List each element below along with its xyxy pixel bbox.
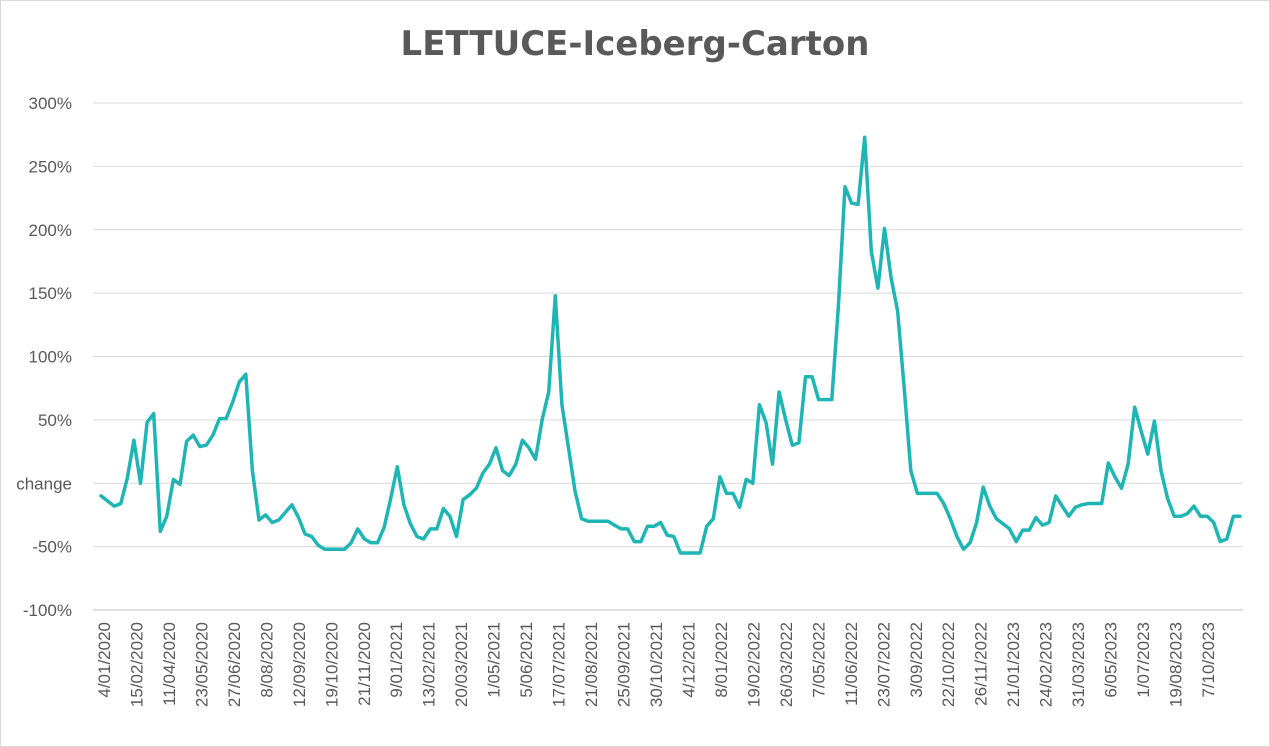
x-tick-label: 1/05/2021 (485, 622, 504, 698)
x-tick-label: 30/10/2021 (647, 622, 666, 707)
y-tick-label: 100% (29, 348, 72, 367)
x-tick-label: 4/12/2021 (679, 622, 698, 698)
x-tick-label: 31/03/2023 (1069, 622, 1088, 707)
x-tick-label: 8/01/2022 (712, 622, 731, 698)
chart-title: LETTUCE-Iceberg-Carton (400, 24, 870, 64)
x-tick-label: 17/07/2021 (550, 622, 569, 707)
x-tick-label: 11/06/2022 (842, 622, 861, 706)
y-tick-label: 300% (29, 94, 72, 113)
x-tick-label: 20/03/2021 (452, 622, 471, 707)
y-tick-label: -50% (32, 538, 72, 557)
x-tick-label: 21/08/2021 (582, 622, 601, 707)
x-axis-ticks: 4/01/2020 15/02/2020 11/04/2020 23/05/2020 2… (95, 622, 1218, 707)
x-tick-label: 12/09/2020 (290, 622, 309, 707)
x-tick-label: 26/03/2022 (777, 622, 796, 707)
x-tick-label: 21/01/2023 (1004, 622, 1023, 707)
y-tick-label: 50% (38, 411, 72, 430)
x-tick-label: 5/06/2021 (517, 622, 536, 698)
x-tick-label: 1/07/2023 (1134, 622, 1153, 698)
x-tick-label: 4/01/2020 (95, 622, 114, 698)
x-tick-label: 11/04/2020 (160, 622, 179, 706)
y-tick-label: change (16, 474, 72, 493)
x-tick-label: 19/02/2022 (744, 622, 763, 707)
x-tick-label: 23/05/2020 (192, 622, 211, 707)
series-line (99, 135, 1242, 555)
y-tick-label: 200% (29, 221, 72, 240)
y-tick-label: 150% (29, 284, 72, 303)
x-tick-label: 26/11/2022 (972, 622, 991, 706)
x-tick-label: 21/11/2020 (355, 622, 374, 706)
y-axis-ticks: 300% 250% 200% 150% 100% 50% change -50% -100% (16, 94, 72, 620)
x-tick-label: 23/07/2022 (874, 622, 893, 707)
x-tick-label: 3/09/2022 (907, 622, 926, 698)
x-tick-label: 13/02/2021 (420, 622, 439, 707)
x-tick-label: 25/09/2021 (615, 622, 634, 707)
y-tick-label: 250% (29, 157, 72, 176)
x-tick-label: 19/10/2020 (322, 622, 341, 707)
y-tick-label: -100% (23, 601, 72, 620)
x-tick-label: 22/10/2022 (939, 622, 958, 707)
x-tick-label: 9/01/2021 (387, 622, 406, 698)
series-layer (99, 135, 1242, 555)
x-tick-label: 15/02/2020 (127, 622, 146, 707)
x-tick-label: 8/08/2020 (257, 622, 276, 698)
gridlines (93, 102, 1243, 611)
x-tick-label: 27/06/2020 (225, 622, 244, 707)
x-tick-label: 24/02/2023 (1037, 622, 1056, 707)
x-tick-label: 19/08/2023 (1167, 622, 1186, 707)
x-tick-label: 6/05/2023 (1102, 622, 1121, 698)
x-tick-label: 7/10/2023 (1199, 622, 1218, 698)
x-tick-label: 7/05/2022 (809, 622, 828, 698)
